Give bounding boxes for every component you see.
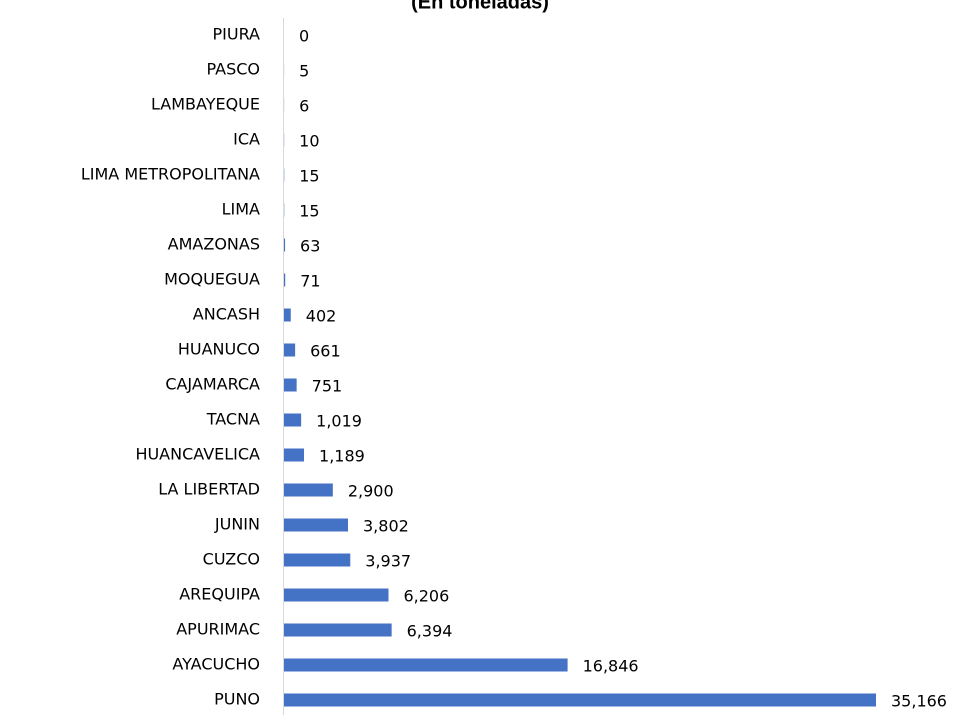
- category-label: LIMA METROPOLITANA: [81, 165, 260, 184]
- category-label: CAJAMARCA: [165, 375, 260, 394]
- category-label: LAMBAYEQUE: [151, 95, 260, 114]
- bar: [284, 343, 296, 357]
- data-label: 63: [300, 237, 320, 256]
- category-label: LA LIBERTAD: [158, 480, 260, 499]
- data-label: 3,937: [365, 552, 411, 571]
- data-label: 71: [300, 272, 320, 291]
- data-label: 6: [299, 97, 309, 116]
- category-label: AMAZONAS: [168, 235, 260, 254]
- category-label: AREQUIPA: [179, 585, 260, 604]
- category-label: LIMA: [222, 200, 260, 219]
- bar: [284, 623, 392, 637]
- category-label: CUZCO: [203, 550, 260, 569]
- data-label: 402: [306, 307, 337, 326]
- data-label: 10: [299, 132, 319, 151]
- category-label: HUANUCO: [178, 340, 260, 359]
- category-label: ICA: [233, 130, 260, 149]
- data-label: 661: [310, 342, 341, 361]
- bar: [284, 308, 291, 322]
- bar: [284, 693, 876, 707]
- data-label: 16,846: [583, 657, 639, 676]
- category-label: APURIMAC: [176, 620, 260, 639]
- data-label: 15: [299, 202, 319, 221]
- bar: [284, 238, 286, 252]
- data-label: 35,166: [891, 692, 947, 711]
- data-label: 15: [299, 167, 319, 186]
- category-label: JUNIN: [214, 515, 260, 534]
- bar: [284, 413, 302, 427]
- data-label: 3,802: [363, 517, 409, 536]
- data-label: 5: [299, 62, 309, 81]
- category-label: PASCO: [207, 60, 261, 79]
- category-label: ANCASH: [193, 305, 260, 324]
- category-label: TACNA: [206, 410, 260, 429]
- bar: [284, 588, 389, 602]
- category-label: AYACUCHO: [172, 655, 260, 674]
- bar: [284, 553, 351, 567]
- category-label: PUNO: [214, 690, 260, 709]
- bar: [284, 658, 568, 672]
- data-label: 1,189: [319, 447, 365, 466]
- bar: [284, 518, 349, 532]
- data-label: 2,900: [348, 482, 394, 501]
- category-label: HUANCAVELICA: [135, 445, 260, 464]
- category-label: MOQUEGUA: [164, 270, 260, 289]
- category-label: PIURA: [213, 25, 261, 44]
- data-label: 751: [312, 377, 343, 396]
- data-label: 6,394: [407, 622, 453, 641]
- data-label: 0: [299, 27, 309, 46]
- bar: [284, 273, 286, 287]
- data-label: 1,019: [316, 412, 362, 431]
- bar: [284, 378, 297, 392]
- bar: [284, 483, 333, 497]
- bar: [284, 448, 305, 462]
- chart-title: (En toneladas): [411, 0, 549, 13]
- data-label: 6,206: [403, 587, 449, 606]
